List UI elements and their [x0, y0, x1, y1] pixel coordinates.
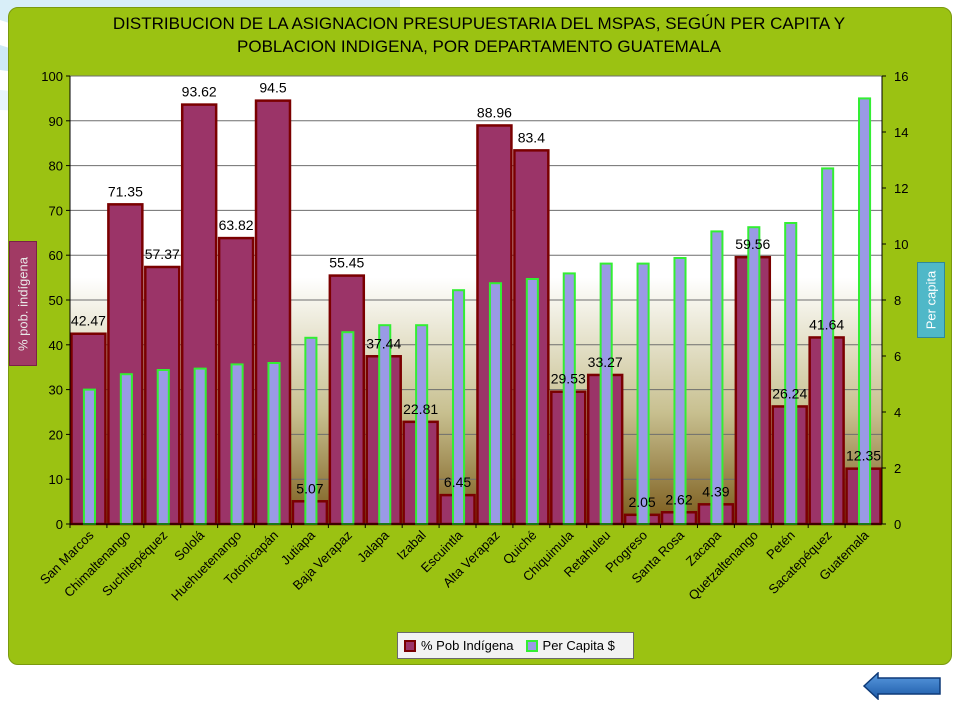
legend-label-per-capita: Per Capita $ [542, 638, 615, 653]
bar-per-capita [784, 222, 798, 525]
bar-per-capita [710, 230, 724, 525]
y-tick-label-left: 70 [49, 203, 63, 218]
y-tick-label-left: 40 [49, 338, 63, 353]
data-label-pob-indigena: 83.4 [518, 129, 545, 145]
y-tick-label-right: 4 [894, 405, 901, 420]
data-label-pob-indigena: 93.62 [182, 84, 217, 100]
data-label-pob-indigena: 88.96 [477, 104, 512, 120]
y-axis-left-title: % pob. indígena [9, 241, 37, 366]
data-label-pob-indigena: 33.27 [588, 354, 623, 370]
y-tick-label-left: 90 [49, 114, 63, 129]
chart-legend: % Pob Indígena Per Capita $ [397, 632, 634, 659]
y-tick-label-right: 14 [894, 125, 908, 140]
data-label-pob-indigena: 22.81 [403, 401, 438, 417]
data-label-pob-indigena: 71.35 [108, 183, 143, 199]
y-tick-label-left: 60 [49, 248, 63, 263]
category-label: Suchitepéquez [99, 528, 170, 599]
data-label-pob-indigena: 2.05 [628, 494, 655, 510]
data-label-pob-indigena: 29.53 [551, 371, 586, 387]
bar-per-capita [230, 363, 244, 525]
data-label-pob-indigena: 41.64 [809, 316, 844, 332]
legend-swatch-pob-indigena [404, 639, 416, 652]
y-tick-label-right: 8 [894, 293, 901, 308]
category-label: Petén [763, 528, 798, 563]
legend-item-per-capita: Per Capita $ [525, 638, 615, 653]
data-label-pob-indigena: 63.82 [219, 217, 254, 233]
data-labels: 42.47 71.35 57.37 93.62 63.82 94.5 5.07 55.45 37… [71, 80, 881, 510]
legend-item-pob-indigena: % Pob Indígena [404, 638, 514, 653]
y-tick-label-right: 12 [894, 181, 908, 196]
data-label-pob-indigena: 26.24 [772, 385, 807, 401]
bar-per-capita [525, 278, 539, 525]
axis-ticks: 0 10 20 30 40 50 60 70 80 90 100 0 2 4 6 8 10 12 14 16 [41, 69, 908, 532]
y-axis-left-title-text: % pob. indígena [15, 256, 31, 351]
legend-swatch-per-capita [525, 639, 538, 652]
data-label-pob-indigena: 2.62 [665, 491, 692, 507]
y-tick-label-left: 100 [41, 69, 63, 84]
y-tick-label-right: 6 [894, 349, 901, 364]
data-label-pob-indigena: 55.45 [329, 255, 364, 271]
bar-per-capita [636, 262, 650, 525]
data-label-pob-indigena: 57.37 [145, 246, 180, 262]
bar-per-capita [821, 167, 835, 525]
data-label-pob-indigena: 94.5 [259, 80, 286, 96]
data-label-pob-indigena: 12.35 [846, 448, 881, 464]
y-axis-right-title: Per capita [917, 262, 945, 338]
y-tick-label-right: 2 [894, 461, 901, 476]
bar-per-capita [156, 369, 170, 525]
y-tick-label-left: 80 [49, 159, 63, 174]
bar-per-capita [488, 282, 502, 526]
chart-title-line1: DISTRIBUCION DE LA ASIGNACION PRESUPUEST… [112, 14, 846, 33]
data-label-pob-indigena: 4.39 [702, 483, 729, 499]
data-label-pob-indigena: 6.45 [444, 474, 471, 490]
y-tick-label-left: 0 [56, 517, 63, 532]
data-label-pob-indigena: 5.07 [296, 480, 323, 496]
bar-per-capita [119, 373, 133, 526]
chart-title-line2: POBLACION INDIGENA, POR DEPARTAMENTO GUA… [237, 37, 721, 56]
bar-per-capita [673, 257, 687, 525]
y-tick-label-left: 20 [49, 427, 63, 442]
category-label: Jalapa [354, 527, 392, 565]
y-tick-label-right: 0 [894, 517, 901, 532]
bar-per-capita [341, 331, 355, 526]
bar-per-capita [747, 226, 761, 525]
data-label-pob-indigena: 42.47 [71, 313, 106, 329]
bar-per-capita [267, 362, 281, 525]
bar-per-capita [599, 262, 613, 525]
y-tick-label-left: 30 [49, 383, 63, 398]
back-arrow-icon [862, 672, 941, 700]
bar-per-capita [193, 367, 207, 525]
legend-label-pob-indigena: % Pob Indígena [421, 638, 514, 653]
y-axis-right-title-text: Per capita [923, 270, 939, 330]
bar-per-capita [82, 388, 96, 525]
data-label-pob-indigena: 59.56 [735, 236, 770, 252]
data-label-pob-indigena: 37.44 [366, 335, 401, 351]
y-tick-label-right: 16 [894, 69, 908, 84]
bar-per-capita [415, 324, 429, 526]
y-tick-label-left: 10 [49, 472, 63, 487]
bars [70, 97, 882, 526]
bar-per-capita [562, 272, 576, 525]
back-arrow-button[interactable] [862, 672, 942, 700]
y-tick-label-right: 10 [894, 237, 908, 252]
bar-per-capita [378, 324, 392, 526]
y-tick-label-left: 50 [49, 293, 63, 308]
category-label: Izabal [394, 527, 429, 562]
